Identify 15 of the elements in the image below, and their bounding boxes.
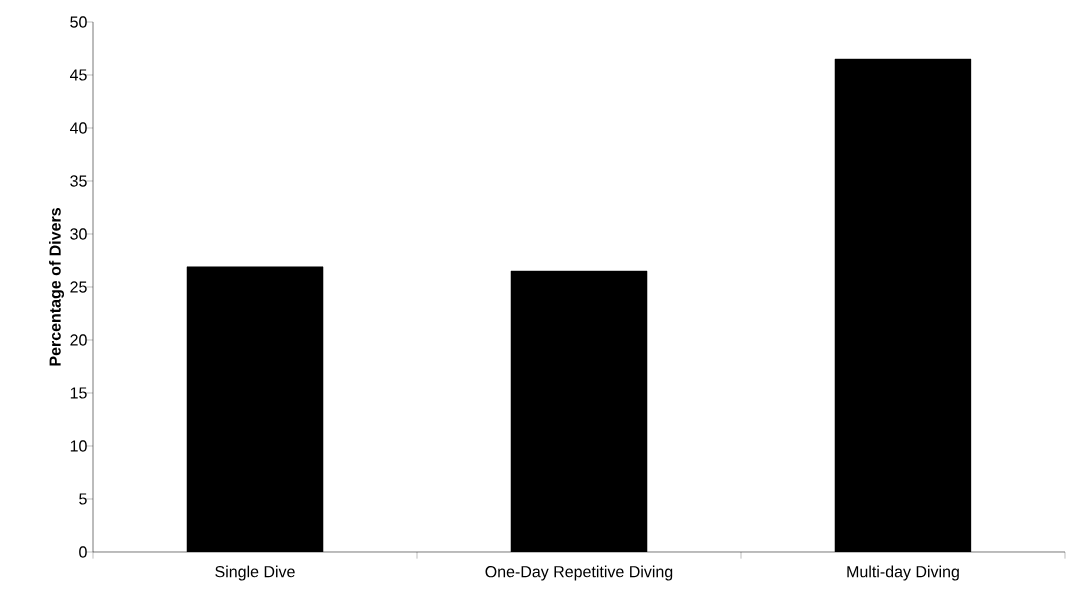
x-tick-label: One-Day Repetitive Diving	[485, 565, 673, 581]
y-tick-label: 25	[70, 281, 87, 293]
y-tick-label: 20	[70, 334, 87, 346]
y-tick-label: 0	[79, 546, 87, 558]
y-tick-label: 15	[70, 387, 87, 399]
y-tick-label: 10	[70, 440, 87, 452]
y-tick-label: 40	[69, 122, 87, 134]
y-tick-label: 50	[70, 16, 87, 28]
y-tick-label: 45	[69, 69, 87, 81]
y-tick-label: 5	[79, 493, 87, 505]
x-tick-label: Multi-day Diving	[847, 565, 959, 581]
x-tick-label: Single Dive	[215, 565, 295, 581]
y-tick-label: 30	[70, 228, 87, 240]
y-tick-label: 35	[70, 175, 87, 187]
y-axis-title: Percentage of Divers	[49, 208, 65, 366]
